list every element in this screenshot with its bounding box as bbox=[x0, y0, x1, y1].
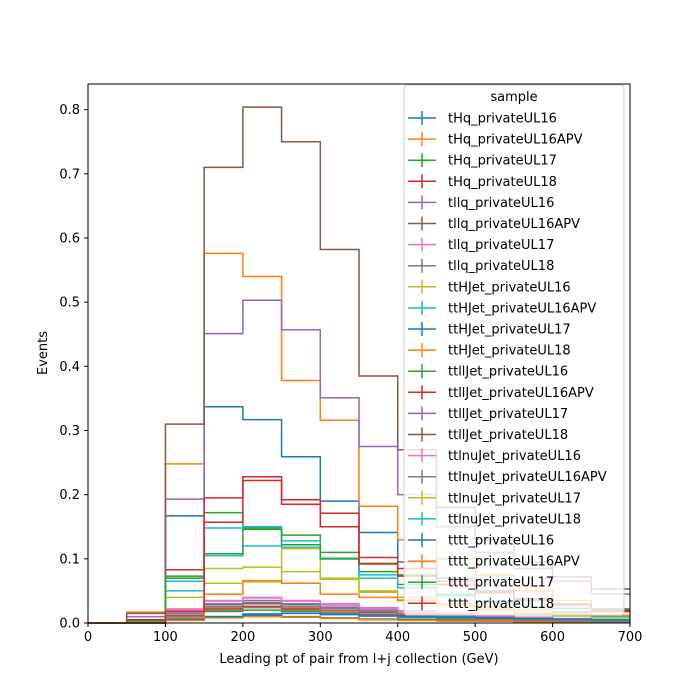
x-tick-label: 700 bbox=[618, 630, 643, 645]
legend-entry: ttlnuJet_privateUL16APV bbox=[408, 469, 607, 485]
legend-entry: tllq_privateUL18 bbox=[408, 258, 554, 274]
legend-label: tHq_privateUL16APV bbox=[448, 133, 583, 148]
legend-entry: tHq_privateUL16 bbox=[408, 111, 557, 127]
y-tick-label: 0.8 bbox=[59, 103, 80, 118]
y-tick-label: 0.4 bbox=[59, 360, 80, 375]
x-tick-label: 0 bbox=[84, 630, 92, 645]
x-tick-label: 600 bbox=[540, 630, 565, 645]
legend-label: ttlnuJet_privateUL17 bbox=[448, 491, 581, 506]
legend-entry: tllq_privateUL17 bbox=[408, 237, 554, 253]
legend-entry: tttt_privateUL18 bbox=[408, 596, 554, 612]
legend-entry: tttt_privateUL16APV bbox=[408, 554, 580, 570]
legend-entry: tHq_privateUL17 bbox=[408, 153, 557, 169]
legend-label: tllq_privateUL18 bbox=[448, 259, 554, 274]
legend-entry: ttlnuJet_privateUL18 bbox=[408, 511, 581, 527]
legend-label: tttt_privateUL16 bbox=[448, 534, 554, 549]
y-tick-label: 0.0 bbox=[59, 617, 80, 632]
legend: sample tHq_privateUL16 tHq_privateUL16APV… bbox=[403, 84, 625, 616]
y-tick-label: 0.3 bbox=[59, 424, 80, 439]
y-tick-label: 0.7 bbox=[59, 167, 80, 182]
y-tick-label: 0.5 bbox=[59, 296, 80, 311]
y-axis-label: Events bbox=[36, 331, 51, 375]
legend-label: tttt_privateUL16APV bbox=[448, 555, 580, 570]
legend-entry: tllq_privateUL16 bbox=[408, 195, 554, 211]
legend-entry: ttHJet_privateUL17 bbox=[408, 322, 571, 338]
legend-entry: tttt_privateUL16 bbox=[408, 533, 554, 549]
y-axis: 0.0 0.1 0.2 0.3 0.4 0.5 0.6 0.7 0.8 bbox=[59, 103, 88, 632]
legend-label: ttlnuJet_privateUL18 bbox=[448, 512, 581, 527]
legend-label: tHq_privateUL16 bbox=[448, 112, 557, 127]
x-axis-label: Leading pt of pair from l+j collection (… bbox=[219, 652, 498, 667]
legend-entry: ttHJet_privateUL18 bbox=[408, 343, 571, 359]
x-axis: 0 100 200 300 400 500 600 700 bbox=[84, 623, 643, 645]
legend-label: tHq_privateUL17 bbox=[448, 154, 557, 169]
legend-entry: ttHJet_privateUL16 bbox=[408, 279, 571, 295]
legend-entry: ttllJet_privateUL16APV bbox=[408, 385, 594, 401]
legend-label: ttHJet_privateUL18 bbox=[448, 344, 571, 359]
legend-entry: tttt_privateUL17 bbox=[408, 575, 554, 591]
legend-entry: ttllJet_privateUL18 bbox=[408, 427, 568, 443]
legend-label: ttllJet_privateUL18 bbox=[448, 428, 568, 443]
legend-label: ttllJet_privateUL16APV bbox=[448, 386, 594, 401]
y-tick-label: 0.6 bbox=[59, 232, 80, 247]
legend-box bbox=[403, 84, 625, 616]
legend-entry: ttlnuJet_privateUL17 bbox=[408, 490, 581, 506]
legend-label: tttt_privateUL17 bbox=[448, 576, 554, 591]
legend-entry: tHq_privateUL18 bbox=[408, 174, 557, 190]
legend-entry: tllq_privateUL16APV bbox=[408, 216, 580, 232]
legend-entry: tHq_privateUL16APV bbox=[408, 132, 583, 148]
x-tick-label: 100 bbox=[153, 630, 178, 645]
legend-label: tllq_privateUL16 bbox=[448, 196, 554, 211]
legend-label: tllq_privateUL16APV bbox=[448, 217, 580, 232]
legend-label: tttt_privateUL18 bbox=[448, 597, 554, 612]
legend-title: sample bbox=[490, 90, 537, 105]
legend-label: tllq_privateUL17 bbox=[448, 238, 554, 253]
legend-label: tHq_privateUL18 bbox=[448, 175, 557, 190]
x-tick-label: 500 bbox=[463, 630, 488, 645]
legend-entries: tHq_privateUL16 tHq_privateUL16APV tHq_pri… bbox=[408, 111, 607, 612]
series-line-tHq_privateUL16APV bbox=[88, 615, 630, 624]
plot-frame bbox=[87, 83, 631, 624]
legend-label: ttlnuJet_privateUL16 bbox=[448, 449, 581, 464]
legend-label: ttHJet_privateUL16APV bbox=[448, 301, 596, 316]
legend-entry: ttllJet_privateUL17 bbox=[408, 406, 568, 422]
x-tick-label: 200 bbox=[230, 630, 255, 645]
legend-label: ttHJet_privateUL16 bbox=[448, 280, 571, 295]
x-tick-label: 400 bbox=[385, 630, 410, 645]
y-tick-label: 0.1 bbox=[59, 552, 80, 567]
legend-entry: ttlnuJet_privateUL16 bbox=[408, 448, 581, 464]
legend-label: ttHJet_privateUL17 bbox=[448, 323, 571, 338]
legend-entry: ttHJet_privateUL16APV bbox=[408, 300, 596, 316]
legend-entry: ttllJet_privateUL16 bbox=[408, 364, 568, 380]
legend-label: ttllJet_privateUL16 bbox=[448, 365, 568, 380]
x-tick-label: 300 bbox=[308, 630, 333, 645]
legend-label: ttlnuJet_privateUL16APV bbox=[448, 470, 607, 485]
y-tick-label: 0.2 bbox=[59, 488, 80, 503]
legend-label: ttllJet_privateUL17 bbox=[448, 407, 568, 422]
